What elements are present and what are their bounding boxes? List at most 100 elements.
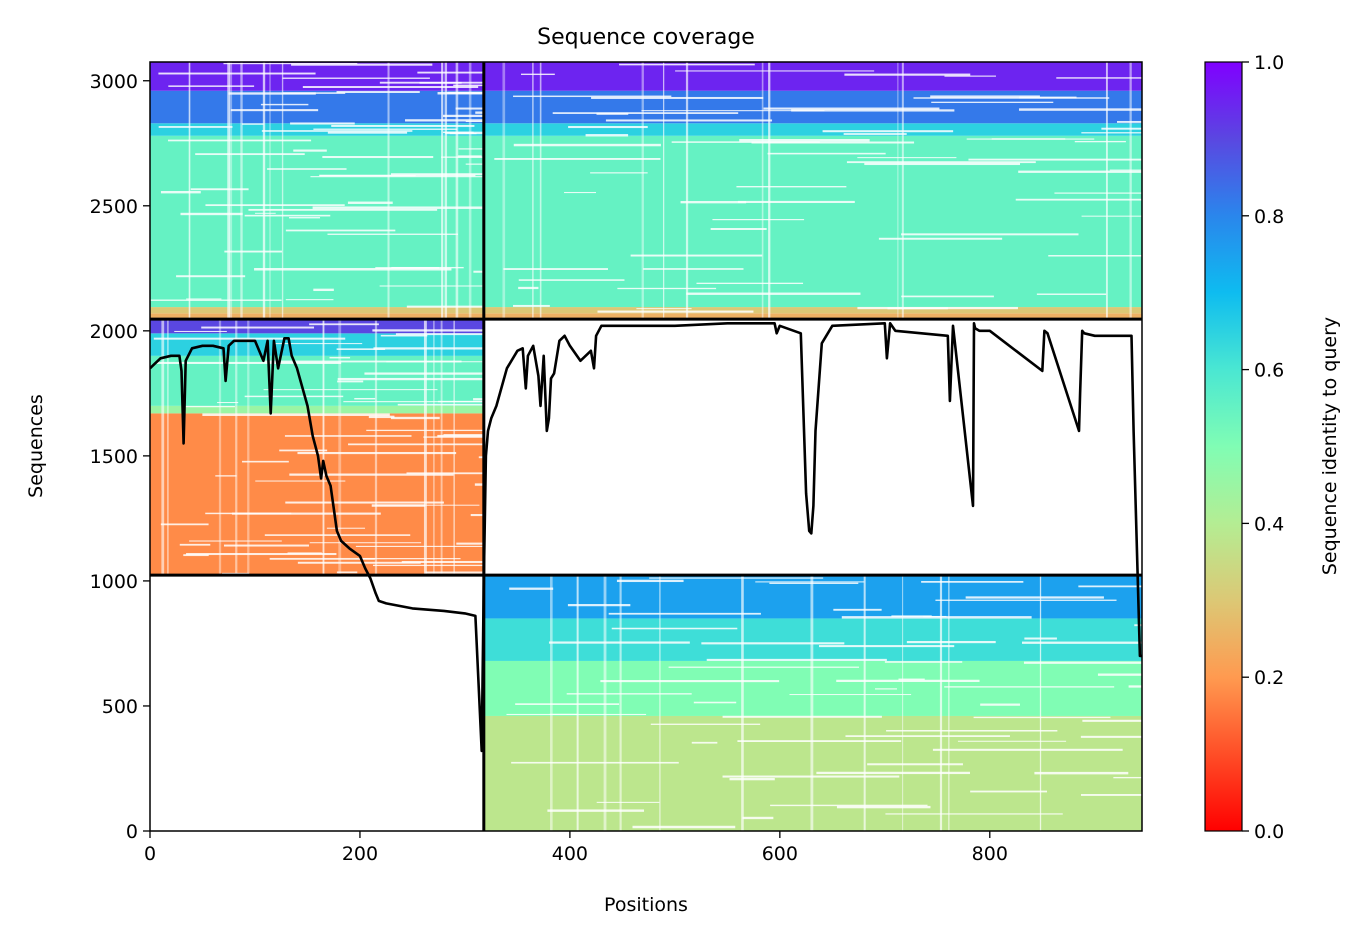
gap-streak <box>585 134 629 137</box>
gap-streak <box>567 604 631 607</box>
gap-streak <box>263 389 438 391</box>
gap-streak <box>616 579 684 583</box>
gap-column <box>167 319 169 576</box>
gap-column <box>387 62 390 320</box>
gap-streak <box>706 658 887 661</box>
gap-streak <box>643 268 744 270</box>
gap-column <box>902 575 904 831</box>
identity-band-1-1 <box>483 307 1142 314</box>
gap-streak <box>475 111 484 114</box>
gap-streak <box>190 188 249 191</box>
gap-streak <box>309 323 379 326</box>
gap-streak <box>617 287 717 290</box>
gap-column <box>1105 62 1108 320</box>
gap-streak <box>906 640 996 644</box>
gap-column <box>897 62 899 320</box>
gap-streak <box>874 688 897 690</box>
gap-streak <box>846 161 1036 164</box>
gap-streak <box>347 201 393 204</box>
gap-streak <box>290 122 355 125</box>
gap-streak <box>153 337 346 340</box>
colorbar-tick-label: 0.6 <box>1254 360 1284 382</box>
gap-column <box>901 62 904 320</box>
colorbar: 0.0 0.2 0.4 0.6 0.8 1.0 Sequence identity to … <box>1204 52 1341 843</box>
y-axis-ticks: 0 500 1000 1500 2000 2500 3000 <box>90 71 150 843</box>
gap-streak <box>443 434 484 436</box>
chain-boundaries <box>150 62 1142 831</box>
gap-streak <box>343 401 484 403</box>
gap-streak <box>478 456 484 459</box>
gap-streak <box>770 804 928 807</box>
gap-streak <box>965 596 1104 599</box>
gap-streak <box>285 501 444 504</box>
gap-column <box>444 62 448 320</box>
gap-streak <box>742 816 774 820</box>
gap-streak <box>1015 198 1142 201</box>
gap-streak <box>885 813 1063 815</box>
gap-streak <box>513 304 550 307</box>
gap-streak <box>397 403 484 406</box>
gap-streak <box>285 299 334 301</box>
gap-streak <box>368 415 395 419</box>
gap-streak <box>473 270 484 273</box>
gap-streak <box>632 825 736 829</box>
gap-streak <box>769 582 859 584</box>
gap-streak <box>668 666 860 668</box>
gap-streak <box>520 73 555 76</box>
gap-streak <box>456 542 484 545</box>
gap-streak <box>518 279 625 281</box>
gap-column <box>685 62 689 320</box>
gap-streak <box>279 449 328 452</box>
gap-streak <box>310 176 484 178</box>
gap-column <box>229 62 233 320</box>
coverage-line-layer <box>150 321 1142 753</box>
gap-streak <box>337 380 364 383</box>
gap-streak <box>201 326 315 329</box>
gap-streak <box>313 128 458 130</box>
gap-streak <box>841 616 1032 619</box>
y-axis-label: Sequences <box>25 394 47 498</box>
gap-streak <box>739 139 870 142</box>
gap-streak <box>671 141 820 143</box>
gap-streak <box>1078 585 1142 588</box>
gap-streak <box>513 95 672 98</box>
gap-streak <box>973 716 1111 719</box>
gap-streak <box>736 186 847 188</box>
gap-streak <box>590 172 648 174</box>
gap-streak <box>822 130 954 133</box>
x-tick-label: 600 <box>762 843 798 865</box>
gap-streak <box>696 282 804 285</box>
gap-streak <box>1023 661 1142 664</box>
gap-streak <box>160 523 209 526</box>
gap-streak <box>223 62 358 65</box>
gap-streak <box>289 217 321 219</box>
gap-streak <box>176 275 246 278</box>
gap-streak <box>913 97 1110 99</box>
gap-streak <box>395 333 484 336</box>
gap-streak <box>1080 735 1142 738</box>
gap-streak <box>313 288 334 292</box>
gap-streak <box>405 119 484 122</box>
gap-column <box>948 575 950 831</box>
gap-streak <box>1082 719 1142 722</box>
gap-streak <box>348 443 484 446</box>
x-tick-label: 200 <box>342 843 378 865</box>
gap-streak <box>991 138 1066 140</box>
gap-streak <box>935 599 1117 601</box>
y-tick-label: 3000 <box>90 71 138 93</box>
gap-streak <box>441 156 484 158</box>
gap-streak <box>901 295 994 298</box>
gap-streak <box>267 168 347 170</box>
x-tick-label: 0 <box>144 843 156 865</box>
gap-column <box>161 319 165 576</box>
gap-streak <box>291 63 433 66</box>
identity-band-0-4 <box>150 90 484 124</box>
gap-streak <box>331 124 475 127</box>
gap-streak <box>158 72 316 75</box>
colorbar-tick-label: 0.2 <box>1254 667 1284 689</box>
gap-streak <box>375 504 480 506</box>
gap-streak <box>401 560 484 564</box>
gap-column <box>281 62 284 320</box>
gap-streak <box>242 460 289 463</box>
gap-streak <box>844 73 971 76</box>
